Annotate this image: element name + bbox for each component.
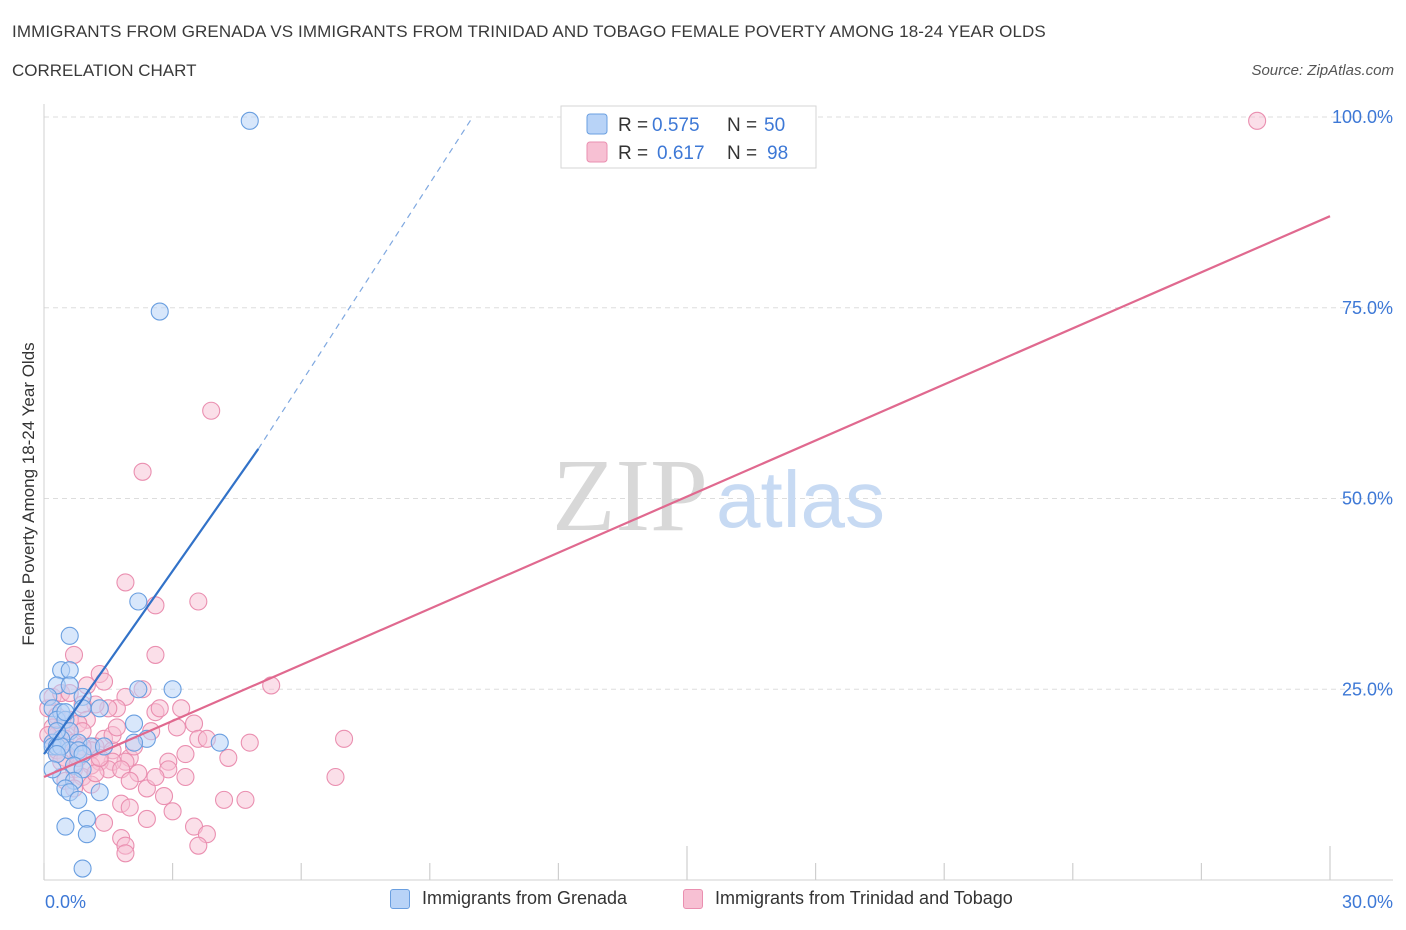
y-tick-label-0: 100.0% (1332, 107, 1393, 127)
legend-r-value-trinidad: 0.617 (657, 143, 705, 164)
tick-labels: 100.0% 75.0% 50.0% 25.0% 0.0% 30.0% (45, 107, 1393, 912)
legend-r-label-trinidad: R = (618, 143, 648, 164)
point-grenada-41 (69, 790, 88, 809)
point-grenada-9 (129, 680, 148, 699)
point-trinidad-1 (202, 401, 221, 420)
point-trinidad-22 (184, 714, 204, 733)
legend-label-trinidad: Immigrants from Trinidad and Tobago (715, 888, 1013, 908)
point-grenada-5 (60, 661, 79, 680)
point-trinidad-82 (150, 699, 169, 718)
point-trinidad-70 (137, 809, 156, 829)
watermark: ZIP atlas (552, 438, 885, 553)
chart-title: IMMIGRANTS FROM GRENADA VS IMMIGRANTS FR… (12, 22, 1046, 41)
point-trinidad-5 (189, 592, 208, 611)
point-grenada-32 (47, 745, 66, 764)
legend-swatch-grenada (586, 113, 608, 135)
legend-n-value-grenada: 50 (764, 115, 785, 136)
point-trinidad-2 (133, 462, 152, 481)
x-tick-label-min: 0.0% (45, 892, 86, 912)
legend-r-value-grenada: 0.575 (652, 115, 700, 136)
point-trinidad-65 (214, 790, 234, 809)
point-trinidad-92 (107, 718, 126, 737)
trendline-grenada (43, 448, 260, 755)
legend-swatch-trinidad (586, 141, 608, 163)
legend-n-value-trinidad: 98 (767, 143, 788, 164)
legend-series: Immigrants from Grenada Immigrants from … (0, 888, 1406, 918)
source-credit: Source: ZipAtlas.com (1251, 62, 1394, 79)
y-tick-label-3: 25.0% (1342, 679, 1393, 699)
point-trinidad-64 (154, 787, 174, 806)
point-grenada-18 (124, 714, 144, 733)
grid-layer (44, 116, 1393, 690)
point-trinidad-96 (146, 767, 165, 787)
point-trinidad-3 (116, 573, 135, 592)
point-trinidad-75 (189, 836, 208, 855)
point-trinidad-72 (94, 813, 114, 832)
point-trinidad-48 (219, 748, 238, 767)
x-tick-label-max: 30.0% (1342, 892, 1393, 912)
legend-n-label-trinidad: N = (727, 143, 757, 164)
point-trinidad-61 (120, 771, 139, 790)
point-grenada-2 (129, 592, 148, 611)
point-grenada-7 (60, 676, 79, 695)
point-grenada-42 (77, 809, 96, 829)
watermark-atlas: atlas (716, 455, 885, 544)
watermark-zip: ZIP (552, 438, 708, 553)
point-grenada-44 (77, 825, 96, 844)
point-grenada-40 (90, 783, 109, 802)
trendline-grenada-extension (257, 116, 474, 450)
y-tick-label-1: 75.0% (1342, 298, 1393, 318)
point-trinidad-69 (163, 802, 182, 821)
series-grenada-points (39, 111, 259, 878)
point-trinidad-6 (146, 645, 165, 664)
point-trinidad-68 (120, 798, 139, 817)
legend-item-grenada[interactable]: Immigrants from Grenada (390, 888, 627, 909)
legend-r-label-grenada: R = (618, 115, 648, 136)
y-axis-label: Female Poverty Among 18-24 Year Olds (19, 342, 38, 645)
chart-subtitle: CORRELATION CHART (12, 61, 197, 80)
point-grenada-3 (60, 626, 79, 645)
point-trinidad-77 (116, 844, 135, 863)
legend-label-grenada: Immigrants from Grenada (422, 888, 628, 908)
point-grenada-45 (73, 859, 92, 878)
point-trinidad-94 (176, 745, 195, 764)
point-trinidad-58 (326, 767, 345, 787)
point-trinidad-66 (236, 790, 255, 809)
point-trinidad-59 (176, 767, 195, 787)
legend-stats: R = 0.575 N = 50 R = 0.617 N = 98 (560, 105, 817, 169)
legend-swatch-trinidad-bottom (683, 888, 703, 909)
legend-item-trinidad[interactable]: Immigrants from Trinidad and Tobago (683, 888, 1013, 909)
point-trinidad-0 (1248, 111, 1267, 130)
point-grenada-30 (210, 733, 229, 752)
point-trinidad-36 (335, 729, 354, 748)
point-trinidad-7 (64, 645, 84, 664)
legend-n-label-grenada: N = (727, 115, 757, 136)
point-grenada-0 (240, 111, 259, 130)
y-tick-label-2: 50.0% (1342, 489, 1393, 509)
point-grenada-48 (47, 722, 66, 741)
trendline-trinidad (43, 215, 1331, 779)
point-grenada-49 (56, 703, 75, 722)
point-trinidad-35 (240, 733, 259, 752)
axes-layer (43, 104, 1393, 881)
point-grenada-14 (90, 699, 109, 718)
point-grenada-1 (150, 302, 169, 321)
legend-swatch-grenada-bottom (390, 888, 410, 909)
point-grenada-43 (56, 817, 75, 836)
trend-lines (43, 116, 1331, 779)
point-grenada-8 (163, 680, 182, 699)
